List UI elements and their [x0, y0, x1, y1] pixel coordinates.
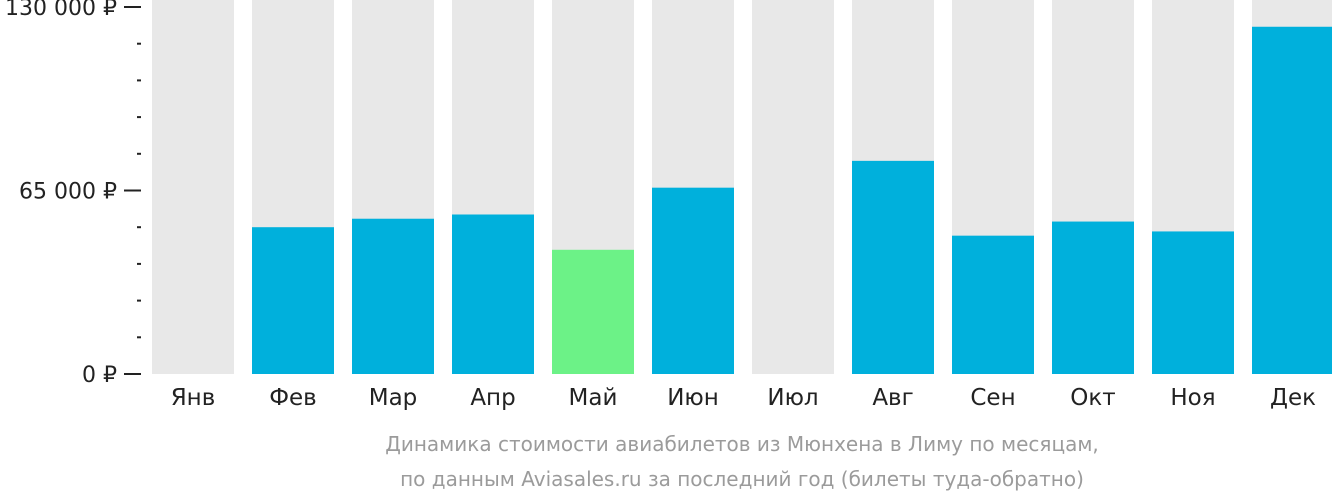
x-tick-label: Фев [269, 385, 317, 411]
price-chart: 0 ₽ 65 000 ₽ 130 000 ₽ Янв Фев Мар Апр Май Июн И… [5, 0, 1332, 411]
x-axis-labels: Янв Фев Мар Апр Май Июн Июл Авг Сен Окт Ноя Дек [171, 385, 1316, 411]
x-tick-label: Апр [470, 385, 515, 411]
bar [652, 187, 734, 374]
bar [1052, 221, 1134, 374]
x-tick-label: Дек [1270, 385, 1316, 411]
bar [852, 160, 934, 374]
y-tick-label: 130 000 ₽ [5, 0, 117, 21]
y-tick-label: 65 000 ₽ [19, 180, 117, 205]
x-tick-label: Ноя [1170, 385, 1215, 411]
chart-caption-line-2: по данным Aviasales.ru за последний год … [400, 467, 1084, 491]
x-tick-label: Июл [767, 385, 818, 411]
y-axis: 0 ₽ 65 000 ₽ 130 000 ₽ [5, 0, 141, 388]
x-tick-label: Мар [369, 385, 418, 411]
bar [1252, 26, 1332, 375]
x-tick-label: Июн [667, 385, 719, 411]
bar [352, 218, 434, 374]
x-tick-label: Авг [872, 385, 913, 411]
chart-caption-line-1: Динамика стоимости авиабилетов из Мюнхен… [385, 432, 1099, 456]
x-tick-label: Сен [970, 385, 1015, 411]
bar-track [752, 0, 834, 374]
bar [452, 214, 534, 374]
bars [252, 26, 1332, 375]
bar [1152, 231, 1234, 374]
x-tick-label: Янв [171, 385, 216, 411]
x-tick-label: Май [569, 385, 618, 411]
x-tick-label: Окт [1070, 385, 1115, 411]
bar [952, 235, 1034, 374]
y-tick-label: 0 ₽ [82, 363, 117, 388]
bar [252, 227, 334, 374]
bar [552, 249, 634, 374]
bar-track [152, 0, 234, 374]
